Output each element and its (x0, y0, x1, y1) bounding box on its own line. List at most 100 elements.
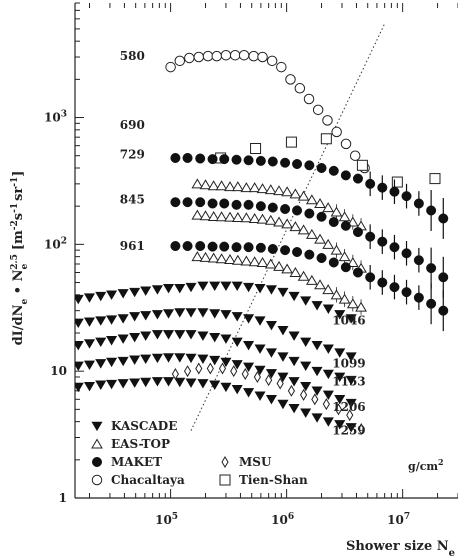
data-point (75, 340, 84, 351)
data-point (322, 304, 334, 314)
legend-label: MSU (239, 455, 272, 469)
data-point (340, 170, 351, 181)
depth-label-690: 690 (120, 118, 145, 132)
data-point (230, 365, 238, 378)
data-point (83, 293, 96, 303)
data-point (316, 253, 327, 264)
data-point (75, 318, 84, 329)
data-point (330, 206, 343, 217)
data-point (334, 403, 343, 416)
legend-label: Tien-Shan (239, 473, 308, 487)
series-markers (75, 49, 449, 435)
data-point (345, 423, 357, 433)
data-point (288, 403, 300, 414)
data-point (322, 344, 334, 354)
data-point (345, 352, 357, 362)
data-point (238, 49, 250, 61)
depth-label-1046: 1046 (332, 314, 365, 328)
data-point (280, 157, 291, 168)
data-point (129, 355, 141, 365)
data-point (265, 374, 273, 387)
data-point (255, 201, 266, 212)
data-point (311, 340, 323, 351)
data-point (357, 423, 365, 435)
data-point (322, 284, 335, 295)
data-point (322, 390, 334, 400)
data-point (231, 181, 244, 192)
data-point (195, 241, 206, 252)
data-point (231, 312, 243, 322)
data-point (266, 55, 278, 67)
data-point (300, 408, 312, 418)
data-point (287, 384, 296, 397)
data-point (185, 282, 197, 293)
data-point (338, 251, 351, 262)
data-point (183, 365, 192, 378)
data-point (182, 241, 193, 252)
data-point (299, 388, 308, 401)
data-point (174, 353, 186, 363)
legend-label: MAKET (111, 455, 162, 469)
data-point (265, 321, 277, 331)
data-point (207, 198, 218, 209)
data-point (197, 281, 209, 292)
data-point (95, 380, 107, 390)
data-point (220, 281, 232, 292)
data-point (182, 152, 193, 163)
data-point (389, 282, 400, 293)
data-point (151, 310, 163, 320)
y-tick-label: 10 (50, 364, 67, 378)
data-point (328, 165, 339, 176)
data-point (199, 251, 212, 262)
data-point (106, 379, 118, 390)
data-point (243, 314, 255, 324)
data-point (106, 357, 118, 368)
data-point (185, 353, 197, 364)
legend-label: EAS-TOP (111, 437, 170, 451)
legend-label: Chacaltaya (111, 473, 185, 487)
data-point (330, 289, 343, 300)
series-kascade-1206 (75, 353, 357, 409)
data-point (265, 395, 277, 405)
data-point (346, 409, 354, 422)
data-point (254, 284, 266, 294)
data-point (280, 204, 291, 215)
data-point (129, 332, 141, 343)
legend-item-msu: MSU (221, 455, 272, 469)
series-kascade-1153 (75, 330, 357, 386)
data-point (75, 294, 84, 305)
depth-label-961: 961 (120, 239, 145, 253)
x-tick-label: 105 (155, 512, 178, 527)
data-point (255, 155, 266, 166)
data-point (288, 377, 300, 387)
data-point (316, 211, 327, 222)
data-point (311, 386, 323, 396)
data-point (340, 220, 351, 231)
depth-label-1259: 1259 (332, 424, 365, 438)
data-point (265, 348, 277, 358)
data-point (429, 173, 441, 185)
data-point (220, 382, 232, 393)
series-maket-845 (170, 197, 449, 298)
data-point (241, 368, 249, 380)
data-point (243, 340, 255, 351)
data-point (129, 287, 141, 298)
x-tick-label: 106 (271, 512, 294, 527)
data-point (106, 315, 118, 325)
depth-label-1099: 1099 (332, 356, 365, 370)
data-point (163, 284, 175, 294)
legend-marker-icon (92, 457, 102, 467)
series-eas-top-729 (191, 178, 367, 234)
data-point (219, 241, 230, 252)
data-point (140, 286, 152, 296)
data-point (338, 293, 351, 304)
data-point (322, 398, 330, 411)
data-point (195, 197, 206, 208)
data-point (276, 61, 287, 73)
data-point (314, 233, 326, 244)
series-kascade-1046 (75, 281, 357, 324)
data-point (95, 359, 107, 369)
data-point (140, 377, 152, 388)
data-point (401, 191, 412, 202)
data-point (328, 257, 339, 268)
